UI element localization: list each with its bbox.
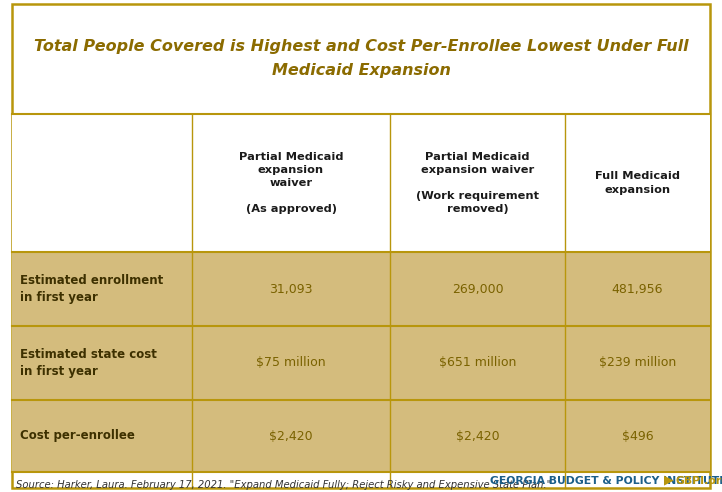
Bar — [12, 400, 710, 472]
Text: 31,093: 31,093 — [269, 282, 313, 296]
Text: Partial Medicaid
expansion
waiver

(As approved): Partial Medicaid expansion waiver (As ap… — [239, 152, 343, 215]
Text: $496: $496 — [622, 430, 653, 442]
Text: Estimated enrollment
in first year: Estimated enrollment in first year — [20, 274, 163, 304]
Text: Estimated state cost
in first year: Estimated state cost in first year — [20, 348, 157, 378]
Text: ▶: ▶ — [664, 473, 674, 486]
Text: Total People Covered is Highest and Cost Per-Enrollee Lowest Under Full: Total People Covered is Highest and Cost… — [34, 38, 688, 54]
Text: Source: Harker, Laura. February 17, 2021. "Expand Medicaid Fully; Reject Risky a: Source: Harker, Laura. February 17, 2021… — [16, 480, 552, 490]
Text: $651 million: $651 million — [439, 357, 516, 369]
Text: GBPI.org: GBPI.org — [676, 476, 722, 486]
Text: GEORGIA BUDGET & POLICY INSTITUTE: GEORGIA BUDGET & POLICY INSTITUTE — [490, 476, 722, 486]
Text: 269,000: 269,000 — [452, 282, 503, 296]
Text: 481,956: 481,956 — [612, 282, 664, 296]
Text: Cost per-enrollee: Cost per-enrollee — [20, 430, 135, 442]
Text: $75 million: $75 million — [256, 357, 326, 369]
Text: $2,420: $2,420 — [269, 430, 313, 442]
Text: $239 million: $239 million — [599, 357, 676, 369]
Text: Full Medicaid
expansion: Full Medicaid expansion — [595, 171, 680, 195]
Bar — [12, 114, 710, 252]
Bar — [12, 252, 710, 326]
Text: Partial Medicaid
expansion waiver

(Work requirement
removed): Partial Medicaid expansion waiver (Work … — [416, 152, 539, 215]
Text: $2,420: $2,420 — [456, 430, 500, 442]
Bar — [12, 326, 710, 400]
Text: Medicaid Expansion: Medicaid Expansion — [271, 62, 451, 78]
